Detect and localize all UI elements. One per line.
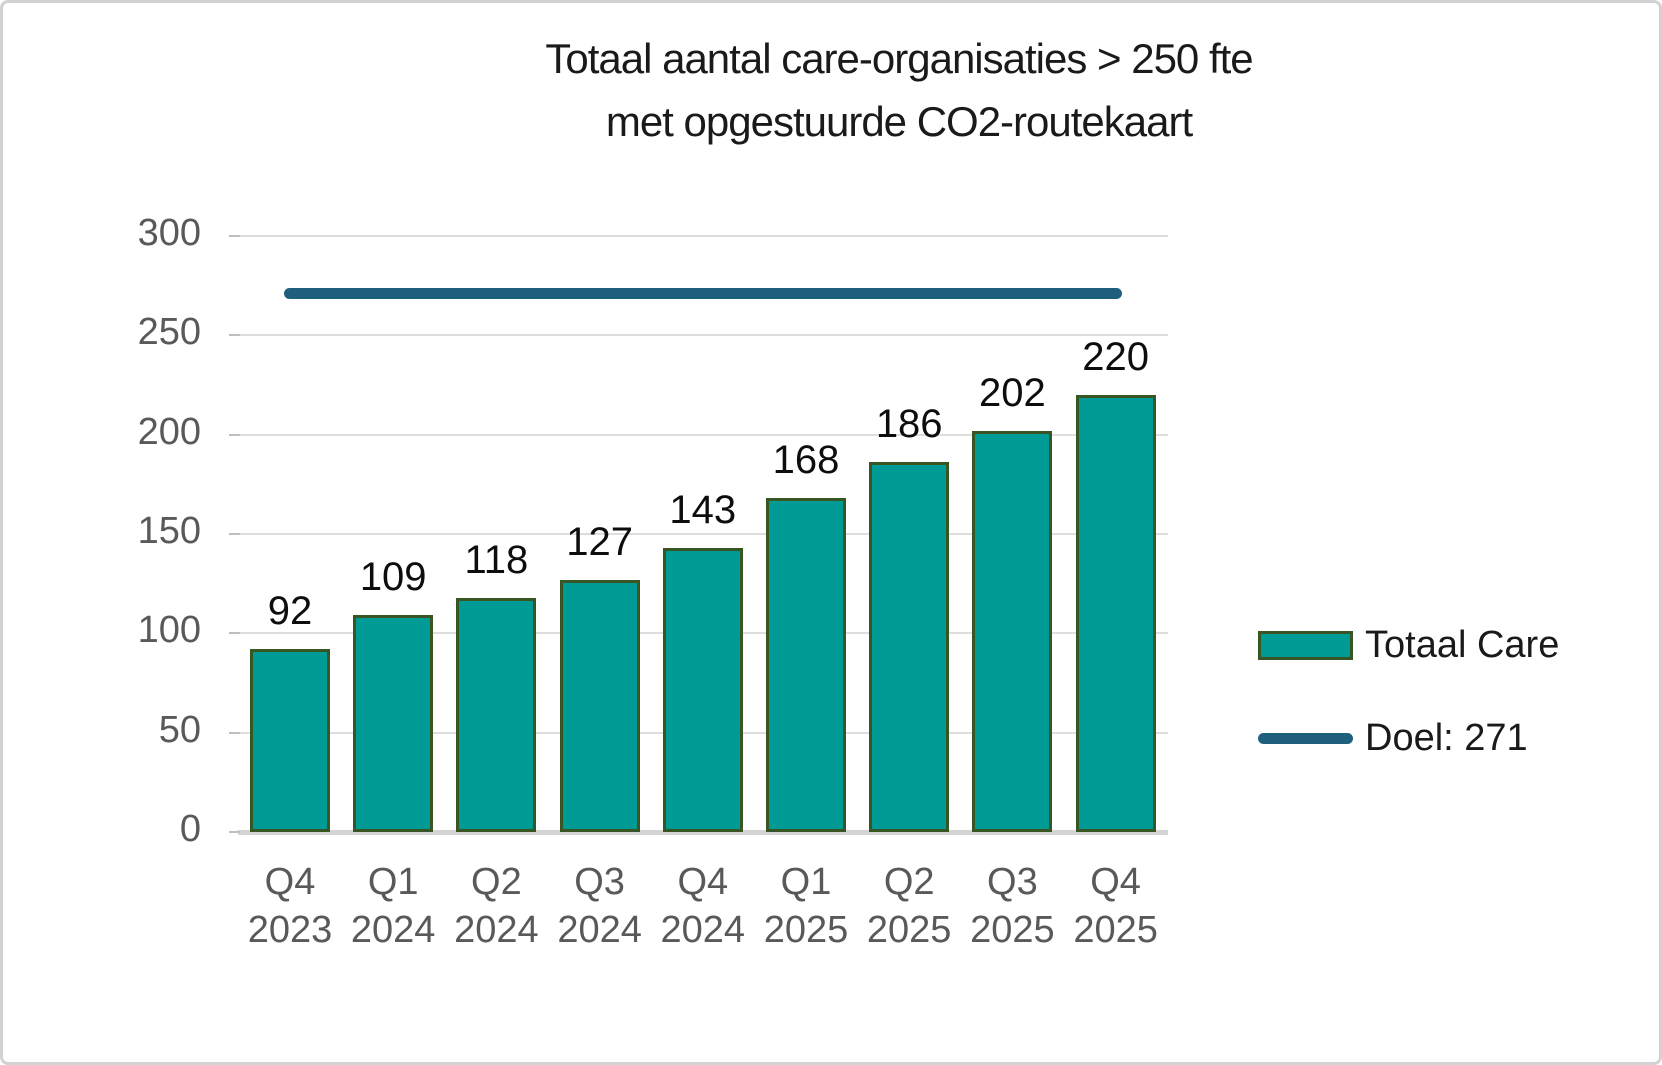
y-tick-label-200: 200 — [137, 410, 201, 453]
bar-value-label: 220 — [1082, 334, 1149, 379]
y-tick-mark-150 — [229, 533, 240, 535]
x-label-quarter: Q4 — [677, 861, 729, 903]
x-label-year: 2025 — [763, 909, 849, 951]
x-label-year: 2024 — [454, 909, 539, 951]
x-label-quarter: Q1 — [367, 861, 419, 903]
x-axis-label-5: Q1 2025 — [731, 858, 881, 954]
y-tick-label-50: 50 — [158, 708, 201, 751]
legend-line-swatch-icon — [1258, 732, 1353, 744]
bar-Q1-2024 — [353, 615, 434, 832]
x-axis-label-1: Q1 2024 — [318, 858, 468, 954]
chart-title-line-2: met opgestuurde CO2-routekaart — [605, 98, 1193, 145]
legend-item-doel: Doel: 271 — [1258, 708, 1618, 768]
x-label-year: 2025 — [866, 909, 952, 951]
y-tick-mark-50 — [229, 731, 240, 734]
bar-value-label: 109 — [359, 555, 427, 600]
bar-value-label: 92 — [267, 589, 313, 634]
bar-Q2-2025 — [869, 462, 950, 832]
legend: Totaal Care Doel: 271 — [1258, 615, 1618, 768]
legend-bar-swatch-icon — [1258, 630, 1353, 660]
bar-value-label: 143 — [669, 487, 737, 532]
y-tick-label-150: 150 — [137, 510, 201, 552]
x-label-quarter: Q3 — [574, 861, 625, 903]
x-label-year: 2024 — [660, 909, 746, 951]
legend-item-totaal-care: Totaal Care — [1258, 615, 1618, 675]
x-label-year: 2024 — [557, 909, 642, 951]
x-axis-label-0: Q4 2023 — [215, 858, 365, 954]
bar-Q4-2024 — [662, 547, 743, 832]
bar-value-label: 118 — [464, 537, 529, 582]
y-tick-label-100: 100 — [137, 609, 201, 652]
x-label-year: 2025 — [1073, 909, 1158, 951]
x-axis-label-4: Q4 2024 — [628, 858, 778, 954]
gridline-200 — [238, 433, 1168, 436]
x-label-year: 2024 — [350, 909, 436, 951]
legend-label-doel: Doel: 271 — [1365, 716, 1528, 759]
x-axis-label-6: Q2 2025 — [834, 858, 984, 954]
chart-title: Totaal aantal care-organisaties > 250 ft… — [469, 27, 1329, 153]
plot-area: 0 50 100 150 200 250 300 92 Q4 2023 109 Q1 2024 118 Q2… — [3, 3, 1659, 1062]
y-tick-mark-0 — [229, 831, 240, 833]
y-tick-mark-300 — [229, 235, 240, 237]
x-axis-label-7: Q3 2025 — [937, 858, 1087, 954]
x-label-quarter: Q2 — [471, 861, 522, 903]
bar-value-label: 202 — [979, 370, 1046, 415]
bar-Q4-2025 — [1075, 394, 1156, 832]
x-label-quarter: Q3 — [987, 861, 1038, 903]
x-label-year: 2023 — [247, 909, 333, 951]
y-tick-label-300: 300 — [137, 212, 201, 254]
bar-value-label: 168 — [772, 438, 840, 483]
bar-Q1-2025 — [766, 498, 846, 832]
bar-Q3-2025 — [972, 430, 1053, 832]
bar-Q4-2023 — [250, 649, 330, 832]
x-label-quarter: Q4 — [264, 861, 316, 903]
x-label-quarter: Q4 — [1090, 861, 1141, 903]
y-tick-label-250: 250 — [137, 311, 201, 354]
x-label-quarter: Q1 — [780, 861, 832, 903]
x-axis-label-3: Q3 2024 — [525, 858, 675, 954]
chart-title-line-1: Totaal aantal care-organisaties > 250 ft… — [545, 35, 1253, 82]
bar-value-label: 127 — [566, 519, 633, 564]
bar-Q2-2024 — [456, 597, 537, 832]
bar-Q3-2024 — [559, 579, 640, 832]
gridline-150 — [238, 533, 1168, 535]
y-tick-label-0: 0 — [179, 808, 201, 850]
gridline-250 — [238, 334, 1168, 337]
x-label-year: 2025 — [970, 909, 1055, 951]
y-tick-mark-200 — [229, 433, 240, 436]
legend-label-totaal-care: Totaal Care — [1365, 623, 1560, 666]
gridline-300 — [238, 235, 1168, 237]
goal-line — [284, 288, 1122, 300]
x-label-quarter: Q2 — [883, 861, 935, 903]
x-axis-label-8: Q4 2025 — [1041, 858, 1191, 954]
y-tick-mark-100 — [229, 632, 240, 635]
y-tick-mark-250 — [229, 334, 240, 337]
bar-value-label: 186 — [875, 402, 943, 447]
x-axis-label-2: Q2 2024 — [421, 858, 571, 954]
x-axis-line — [238, 830, 1168, 835]
